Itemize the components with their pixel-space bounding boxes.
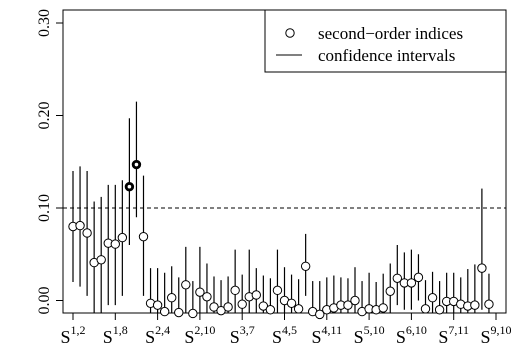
index-point-core (134, 162, 139, 167)
index-point (181, 280, 191, 290)
x-tick-label-sup: 2,10 (194, 323, 215, 337)
x-tick-label: S5,10 (354, 323, 385, 347)
index-point (167, 293, 177, 303)
x-tick-label-sup: 1,2 (71, 323, 86, 337)
x-tick-label-sup: 6,10 (406, 323, 427, 337)
x-tick-label-sup: 9,10 (491, 323, 511, 337)
index-point (152, 300, 163, 310)
index-point (272, 285, 283, 296)
x-tick-label-sup: 5,10 (364, 323, 385, 337)
x-tick-label: S2,4 (145, 323, 170, 347)
x-tick-label-base: S (103, 327, 113, 347)
index-point (223, 302, 233, 312)
index-point (420, 304, 431, 314)
index-point (159, 306, 170, 317)
index-point (413, 272, 424, 283)
x-tick-label: S1,8 (103, 323, 128, 347)
index-point (392, 273, 402, 283)
index-point (251, 290, 261, 300)
x-axis: S1,2 S1,8 S2,4 S2,10 S3,7 S4,5 S4,11 S5,10 S6,10… (60, 313, 511, 347)
y-tick-label: 0.10 (36, 194, 53, 222)
index-point (138, 231, 149, 242)
x-tick-label-sup: 4,5 (282, 323, 297, 337)
x-tick-label: S3,7 (230, 323, 255, 347)
index-point (265, 305, 276, 315)
index-point (427, 293, 438, 303)
x-tick-label-base: S (60, 327, 70, 347)
x-tick-label: S2,10 (184, 323, 215, 347)
index-point (315, 309, 325, 320)
index-point (174, 307, 184, 318)
index-point (350, 295, 360, 306)
index-point (385, 286, 395, 296)
x-tick-label-base: S (312, 327, 322, 347)
x-tick-label: S1,2 (60, 323, 85, 347)
index-point (293, 304, 304, 314)
legend-circle-symbol (285, 28, 295, 38)
x-tick-label-base: S (438, 327, 448, 347)
index-point (117, 232, 128, 243)
x-tick-label-base: S (480, 327, 490, 347)
index-point (82, 228, 92, 238)
x-tick-label-base: S (230, 327, 240, 347)
y-tick-label: 0.20 (36, 102, 53, 130)
index-point (300, 261, 311, 271)
index-point (343, 300, 353, 310)
index-point (230, 285, 240, 296)
index-point (434, 305, 445, 315)
index-point-core (127, 184, 132, 189)
x-tick-label-sup: 2,4 (155, 323, 170, 337)
legend-box (264, 9, 507, 73)
x-tick-label-sup: 3,7 (240, 323, 255, 337)
index-point (477, 263, 487, 273)
index-point (470, 300, 480, 310)
index-point (202, 292, 212, 302)
y-axis: 0.00 0.10 0.20 0.30 (36, 9, 63, 315)
x-tick-label-sup: 4,11 (322, 323, 343, 337)
index-point (188, 308, 198, 319)
index-point (484, 299, 494, 309)
index-point (96, 255, 106, 265)
legend-label-intervals: confidence intervals (318, 46, 455, 65)
plot-marks (63, 101, 506, 320)
index-point (195, 287, 205, 297)
x-tick-label-sup: 7,11 (448, 323, 469, 337)
index-point (378, 303, 388, 313)
legend-label-indices: second−order indices (318, 24, 463, 43)
x-tick-label: S9,10 (480, 323, 511, 347)
x-tick-label-base: S (396, 327, 406, 347)
x-tick-label: S4,11 (312, 323, 343, 347)
x-tick-label-sup: 1,8 (113, 323, 128, 337)
index-point (286, 298, 297, 308)
x-tick-label-base: S (272, 327, 282, 347)
x-tick-label: S4,5 (272, 323, 297, 347)
x-tick-label: S7,11 (438, 323, 469, 347)
index-point (237, 299, 247, 309)
index-point (75, 220, 85, 231)
x-tick-label-base: S (184, 327, 194, 347)
x-tick-label-base: S (354, 327, 364, 347)
y-tick-label: 0.00 (36, 287, 53, 315)
y-tick-label: 0.30 (36, 9, 53, 37)
index-point (406, 278, 417, 288)
index-point (110, 239, 121, 249)
x-tick-label: S6,10 (396, 323, 427, 347)
x-tick-label-base: S (145, 327, 155, 347)
legend: second−order indices confidence interval… (264, 9, 507, 73)
